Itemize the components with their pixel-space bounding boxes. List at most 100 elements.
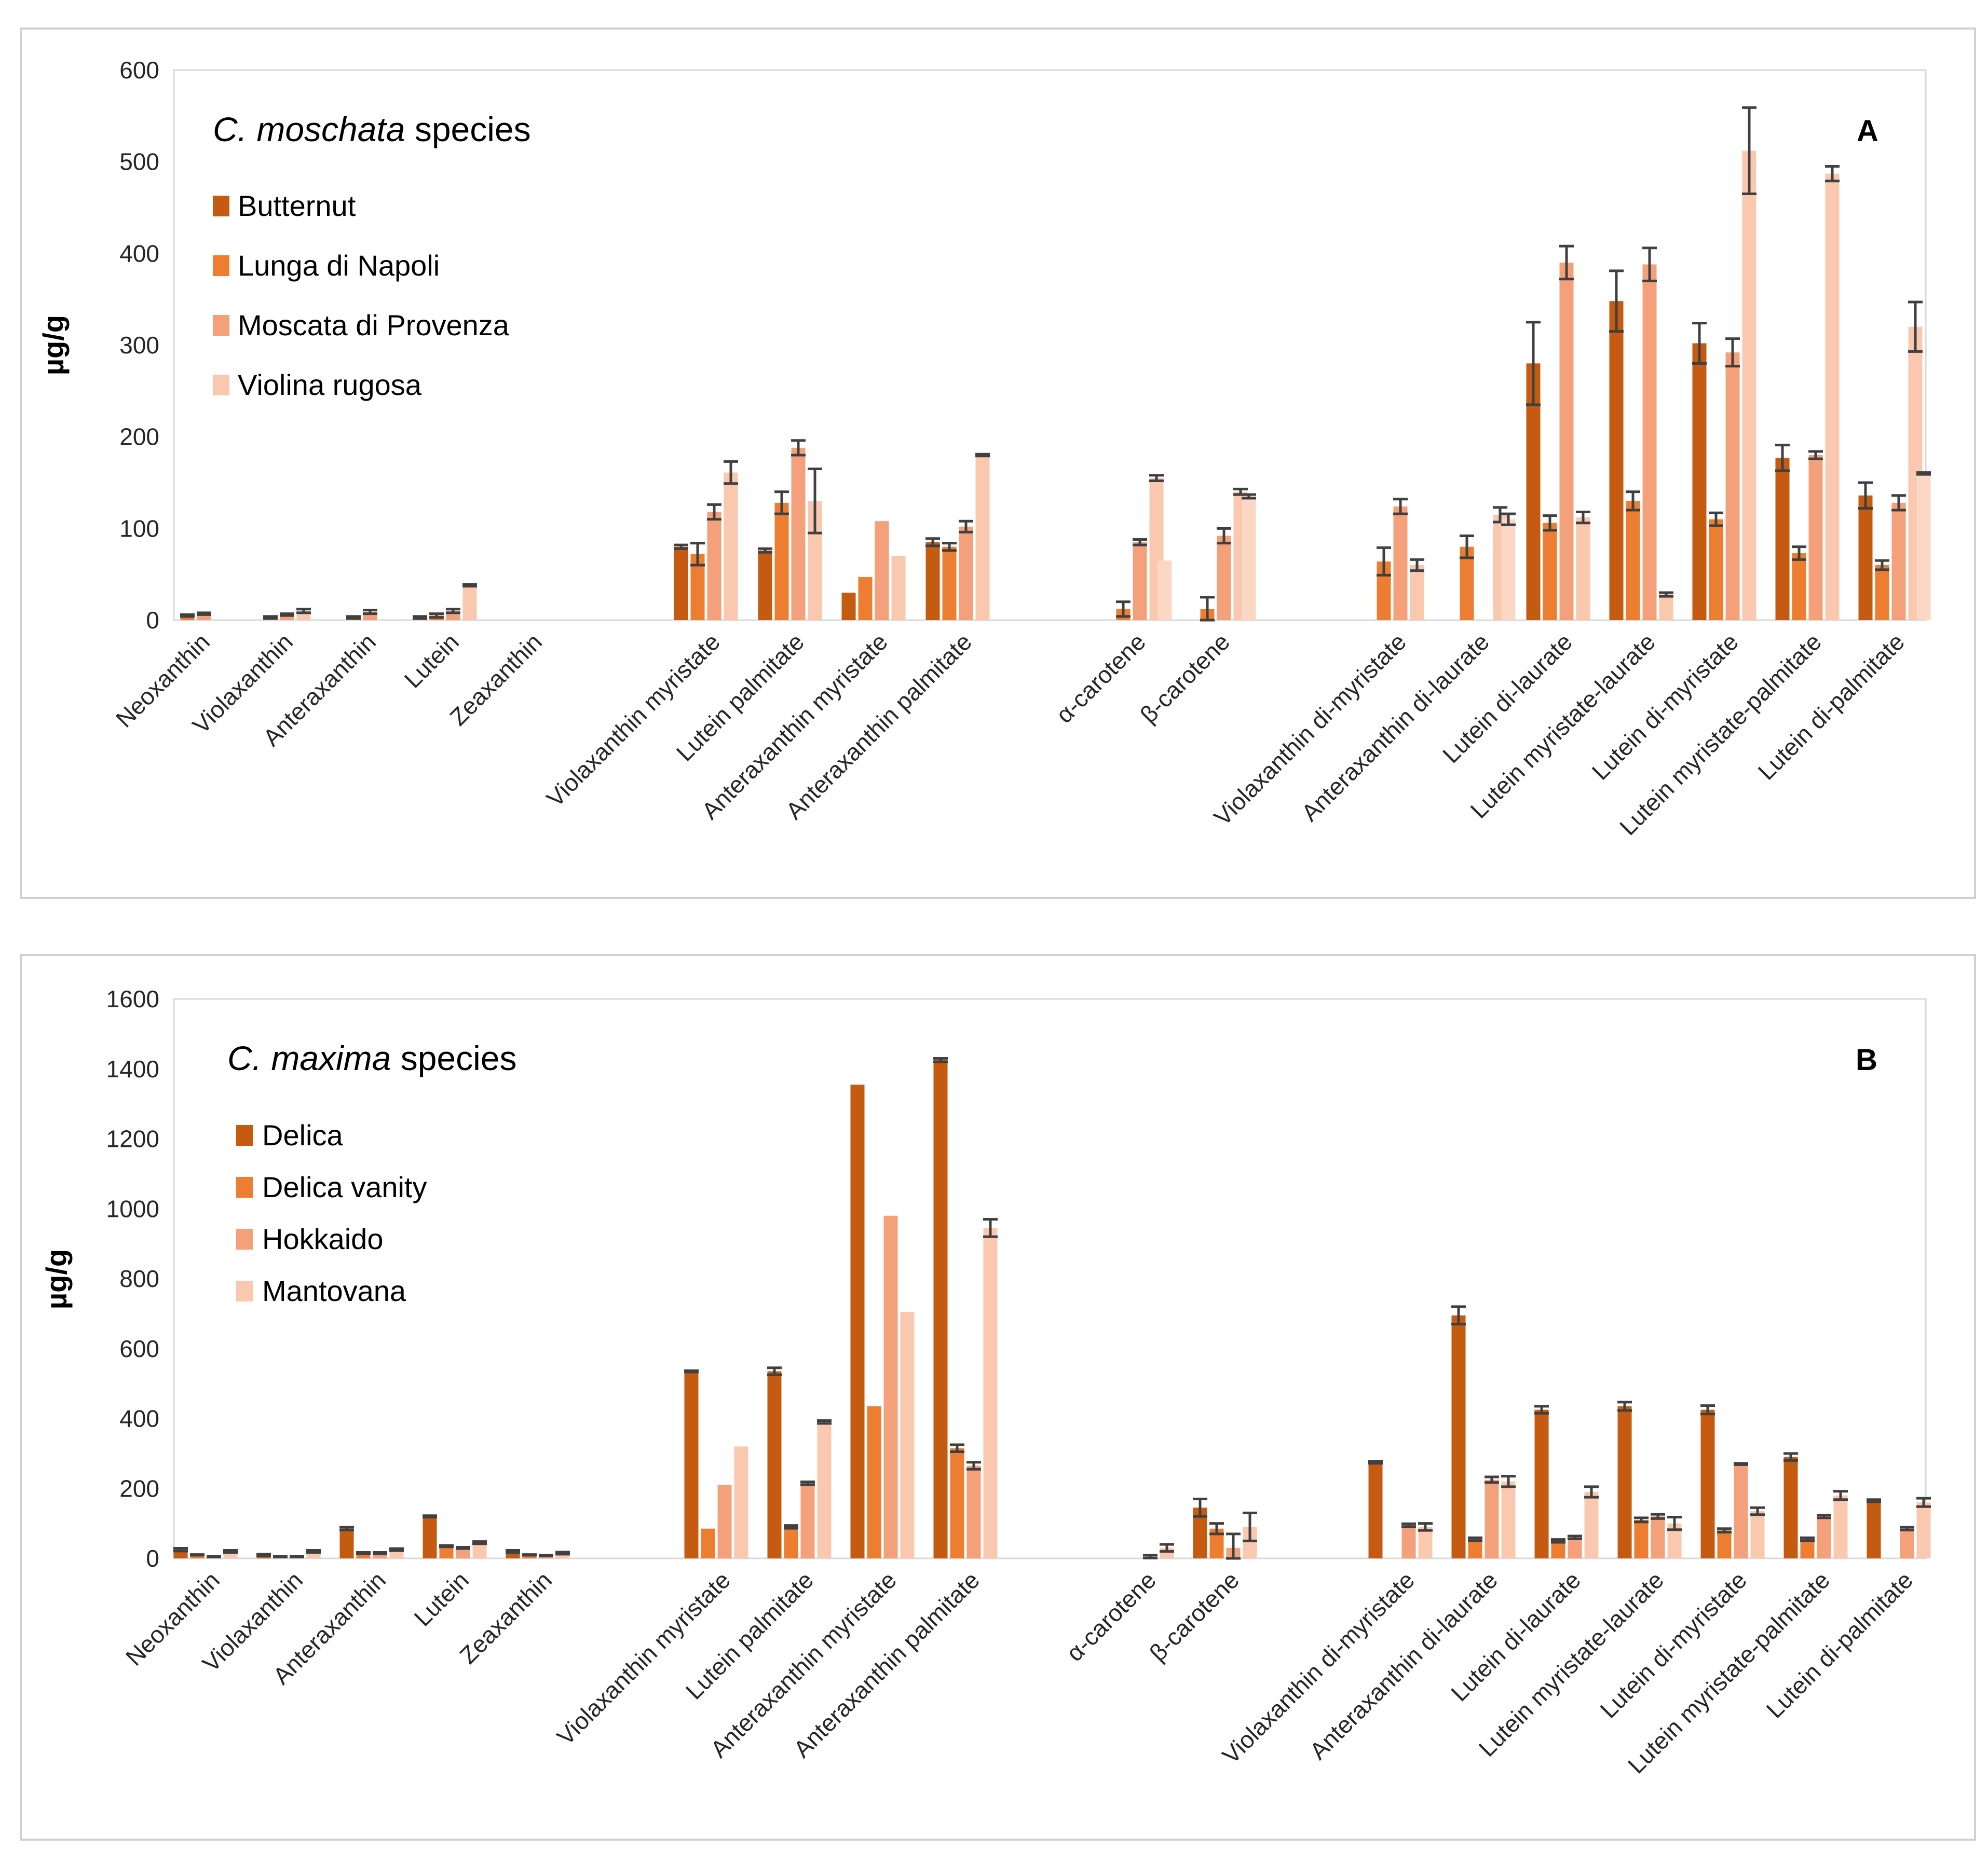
bar-butternut-lutein-palmitate	[758, 550, 772, 620]
panel-b-title: C. maxima species	[227, 1039, 517, 1077]
error-bar-delica-lutein-myristate-laurate	[1617, 1401, 1632, 1412]
error-bar-moscata-di-provenza-violaxanthin-myristate	[707, 503, 721, 521]
y-tick-label: 1600	[106, 985, 159, 1012]
error-bar-delica-vanity-lutein	[439, 1544, 454, 1549]
error-bar-lunga-di-napoli-anteraxanthin-di-laurate	[1460, 534, 1474, 559]
error-bar-violina-rugosa-lutein-di-palmitate	[1908, 300, 1923, 353]
bar-hokkaido-violaxanthin-di-myristate	[1401, 1525, 1416, 1558]
error-bar-delica-lutein-di-myristate	[1700, 1404, 1715, 1416]
bar-delica-vanity-lutein-di-laurate	[1551, 1541, 1565, 1558]
error-bar-butternut-lutein-di-laurate	[1526, 321, 1541, 406]
y-tick-label: 1400	[106, 1056, 159, 1083]
error-bar-moscata-di-provenza-neoxanthin	[197, 611, 211, 616]
y-tick-label: 400	[119, 1405, 159, 1432]
bar-mantovana-anteraxanthin-myristate	[900, 1312, 915, 1558]
error-bar-moscata-di-provenza-violaxanthin	[280, 612, 294, 617]
bar-lunga-di-napoli-lutein-palmitate	[774, 502, 789, 620]
panel-b-y-ticks: 0 200 400 600 800 1000 1200 1400 1600	[106, 985, 159, 1572]
error-bar-extra-lutein-di-palmitate	[1916, 471, 1931, 476]
panel-b-ylabel: µg/g	[40, 1249, 73, 1309]
legend-swatch-mantovana	[236, 1281, 253, 1302]
error-bar-lunga-di-napoli-lutein-di-laurate	[1543, 514, 1557, 532]
error-bar-mantovana-anteraxanthin-di-laurate	[1501, 1475, 1516, 1488]
error-bar-mantovana-lutein-di-myristate	[1750, 1506, 1765, 1516]
legend-label-violina-rugosa: Violina rugosa	[238, 368, 422, 401]
bar-violina-rugosa-lutein-myristate-palmitate	[1825, 173, 1840, 621]
panel-b: µg/g C. maxima species B 0 200 400 600 800 10…	[20, 954, 1976, 1841]
error-bar-delica-zeaxanthin	[506, 1549, 520, 1554]
bar-mantovana-zeaxanthin	[555, 1553, 570, 1558]
error-bar-butternut-lutein-myristate-laurate	[1609, 269, 1624, 333]
legend-label-butternut: Butternut	[238, 189, 356, 222]
error-bar-moscata-di-provenza-lutein-myristate-laurate	[1642, 246, 1657, 282]
bar-delica-vanity-anteraxanthin-myristate	[867, 1406, 881, 1558]
bar-delica-vanity-anteraxanthin	[356, 1553, 371, 1558]
y-tick-label: 0	[146, 607, 159, 634]
error-bar-delica-lutein-di-laurate	[1534, 1405, 1549, 1415]
panel-a-title-rest: species	[405, 110, 530, 148]
panel-b-legend: Delica Delica vanity Hokkaido Mantovana	[236, 1119, 427, 1307]
panel-b-title-rest: species	[391, 1039, 516, 1077]
panel-b-title-italic: C. maxima	[227, 1039, 391, 1077]
error-bar-mantovana-beta-carotene	[1243, 1511, 1257, 1542]
bar-violina-rugosa-violaxanthin-di-myristate	[1410, 565, 1424, 620]
legend-label-moscata-di-provenza: Moscata di Provenza	[238, 309, 510, 341]
error-bar-moscata-di-provenza-beta-carotene	[1217, 527, 1231, 545]
bar-lunga-di-napoli-anteraxanthin-palmitate	[942, 546, 957, 620]
bar-butternut-lutein-di-myristate	[1692, 343, 1707, 620]
bar-hokkaido-anteraxanthin-myristate	[883, 1215, 898, 1558]
bar-violina-rugosa-anteraxanthin-palmitate	[975, 455, 990, 620]
error-bar-violina-rugosa-lutein-di-laurate	[1576, 511, 1590, 525]
panel-a-legend: Butternut Lunga di Napoli Moscata di Pro…	[213, 189, 510, 401]
legend-label-lunga-di-napoli: Lunga di Napoli	[238, 249, 440, 282]
error-bar-mantovana-anteraxanthin-palmitate	[983, 1217, 998, 1238]
error-bar-delica-neoxanthin	[173, 1546, 188, 1553]
legend-item-moscata-di-provenza: Moscata di Provenza	[213, 309, 510, 341]
bar-lunga-di-napoli-neoxanthin	[180, 615, 195, 620]
legend-swatch-hokkaido	[236, 1229, 253, 1250]
bar-moscata-di-provenza-anteraxanthin-palmitate	[959, 526, 973, 620]
legend-label-delica: Delica	[262, 1119, 343, 1152]
bar-lunga-di-napoli-lutein-myristate-palmitate	[1792, 553, 1806, 620]
error-bar-hokkaido-anteraxanthin-di-laurate	[1485, 1475, 1499, 1484]
error-bar-lunga-di-napoli-lutein	[429, 612, 444, 619]
error-bar-delica-vanity-anteraxanthin-palmitate	[950, 1443, 964, 1454]
bar-moscata-di-provenza-violaxanthin-di-myristate	[1393, 506, 1408, 620]
bar-mantovana-lutein-myristate-palmitate	[1833, 1495, 1848, 1558]
error-bar-delica-violaxanthin-myristate	[684, 1369, 699, 1374]
bar-butternut-anteraxanthin-myristate	[841, 593, 856, 620]
error-bar-delica-vanity-lutein-palmitate	[784, 1524, 798, 1530]
y-tick-label: 1000	[106, 1195, 159, 1222]
bar-hokkaido-anteraxanthin-di-laurate	[1485, 1480, 1499, 1558]
bar-moscata-di-provenza-violaxanthin-myristate	[707, 512, 721, 620]
y-tick-label: 500	[119, 148, 159, 175]
bar-violina-rugosa-violaxanthin-myristate	[724, 472, 738, 620]
series-lunga-di-napoli	[180, 490, 1889, 622]
legend-item-hokkaido: Hokkaido	[236, 1223, 383, 1255]
legend-label-hokkaido: Hokkaido	[262, 1223, 383, 1255]
error-bar-hokkaido-lutein	[456, 1545, 470, 1550]
error-bar-mantovana-lutein-myristate-palmitate	[1833, 1490, 1848, 1501]
error-bar-mantovana-violaxanthin-di-myristate	[1418, 1522, 1433, 1532]
bar-delica-vanity-lutein-myristate-palmitate	[1800, 1539, 1815, 1558]
error-bar-delica-vanity-beta-carotene	[1209, 1522, 1224, 1536]
error-bar-hokkaido-neoxanthin	[207, 1555, 221, 1558]
error-bar-hokkaido-anteraxanthin	[373, 1551, 387, 1555]
bar-moscata-di-provenza-lutein-di-myristate	[1725, 352, 1740, 620]
error-bar-delica-vanity-lutein-myristate-laurate	[1634, 1516, 1649, 1524]
error-bar-extra-anteraxanthin-di-laurate	[1501, 512, 1516, 526]
bar-mantovana-lutein-di-palmitate	[1916, 1502, 1931, 1558]
bar-extra-alpha-carotene	[1158, 560, 1172, 620]
bar-delica-vanity-anteraxanthin-palmitate	[950, 1448, 964, 1558]
bar-mantovana-lutein-di-laurate	[1584, 1491, 1599, 1558]
error-bar-mantovana-anteraxanthin	[389, 1547, 404, 1552]
bar-extra-anteraxanthin-di-laurate	[1501, 519, 1516, 620]
bar-extra-beta-carotene	[1242, 496, 1256, 620]
error-bar-delica-violaxanthin	[256, 1553, 271, 1557]
error-bar-extra-beta-carotene	[1242, 493, 1256, 500]
panel-b-bars	[173, 1057, 1931, 1560]
bar-hokkaido-lutein	[456, 1547, 470, 1558]
legend-item-delica: Delica	[236, 1119, 343, 1152]
error-bar-moscata-di-provenza-lutein-myristate-palmitate	[1808, 450, 1823, 460]
